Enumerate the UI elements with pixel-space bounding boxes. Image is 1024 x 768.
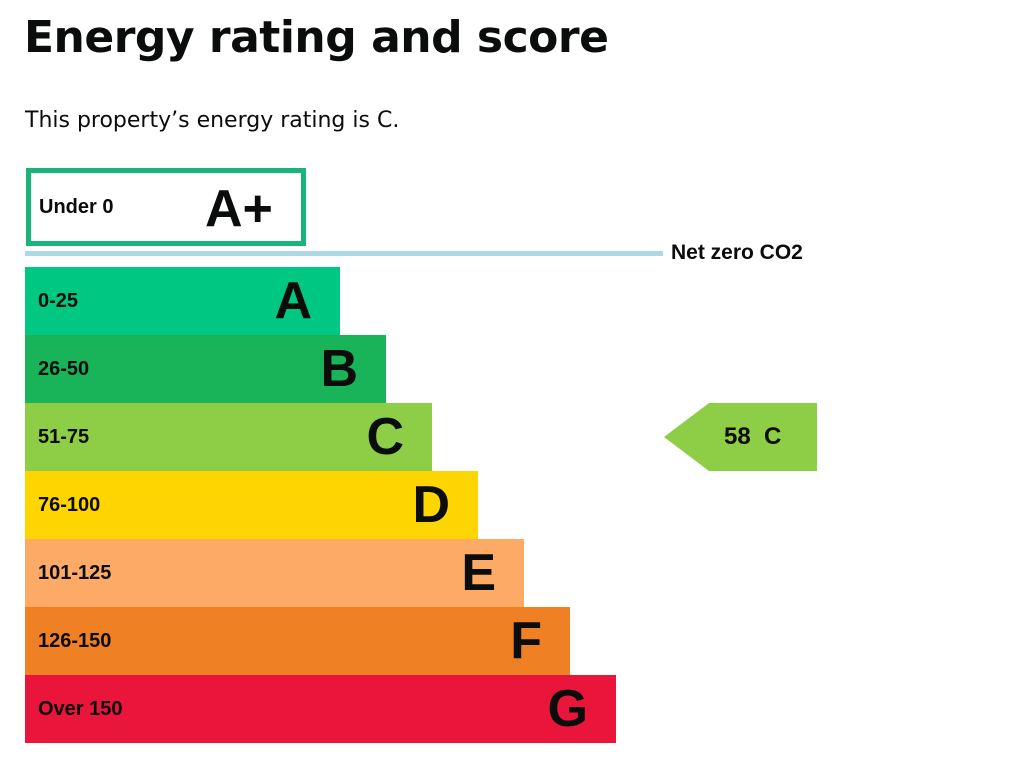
band-g-range: Over 150 (38, 698, 123, 720)
net-zero-line (25, 251, 663, 256)
band-e-range: 101-125 (38, 562, 112, 584)
page-title: Energy rating and score (24, 12, 609, 63)
band-d: 76-100 D (25, 471, 478, 539)
rating-summary: This property’s energy rating is C. (25, 108, 400, 133)
band-a-range: 0-25 (38, 290, 79, 312)
band-e-letter: E (461, 544, 496, 602)
band-b: 26-50 B (25, 335, 386, 403)
band-c-letter: C (366, 408, 404, 466)
band-c-range: 51-75 (38, 426, 90, 448)
current-score-label: 58 C (724, 423, 782, 450)
current-score-arrow: 58 C (664, 403, 817, 471)
band-f-letter: F (510, 612, 542, 670)
band-a-plus: Under 0 A+ (26, 168, 306, 246)
band-f: 126-150 F (25, 607, 570, 675)
band-a-letter: A (274, 272, 312, 330)
band-b-letter: B (320, 340, 358, 398)
band-f-range: 126-150 (38, 630, 112, 652)
band-a-plus-range: Under 0 (39, 196, 114, 218)
net-zero-label: Net zero CO2 (671, 241, 803, 264)
band-c: 51-75 C (25, 403, 432, 471)
band-a: 0-25 A (25, 267, 340, 335)
band-g: Over 150 G (25, 675, 616, 743)
band-g-letter: G (547, 680, 588, 738)
band-b-range: 26-50 (38, 358, 90, 380)
band-e: 101-125 E (25, 539, 524, 607)
band-a-plus-letter: A+ (205, 180, 273, 238)
band-d-range: 76-100 (38, 494, 101, 516)
band-d-letter: D (412, 476, 450, 534)
